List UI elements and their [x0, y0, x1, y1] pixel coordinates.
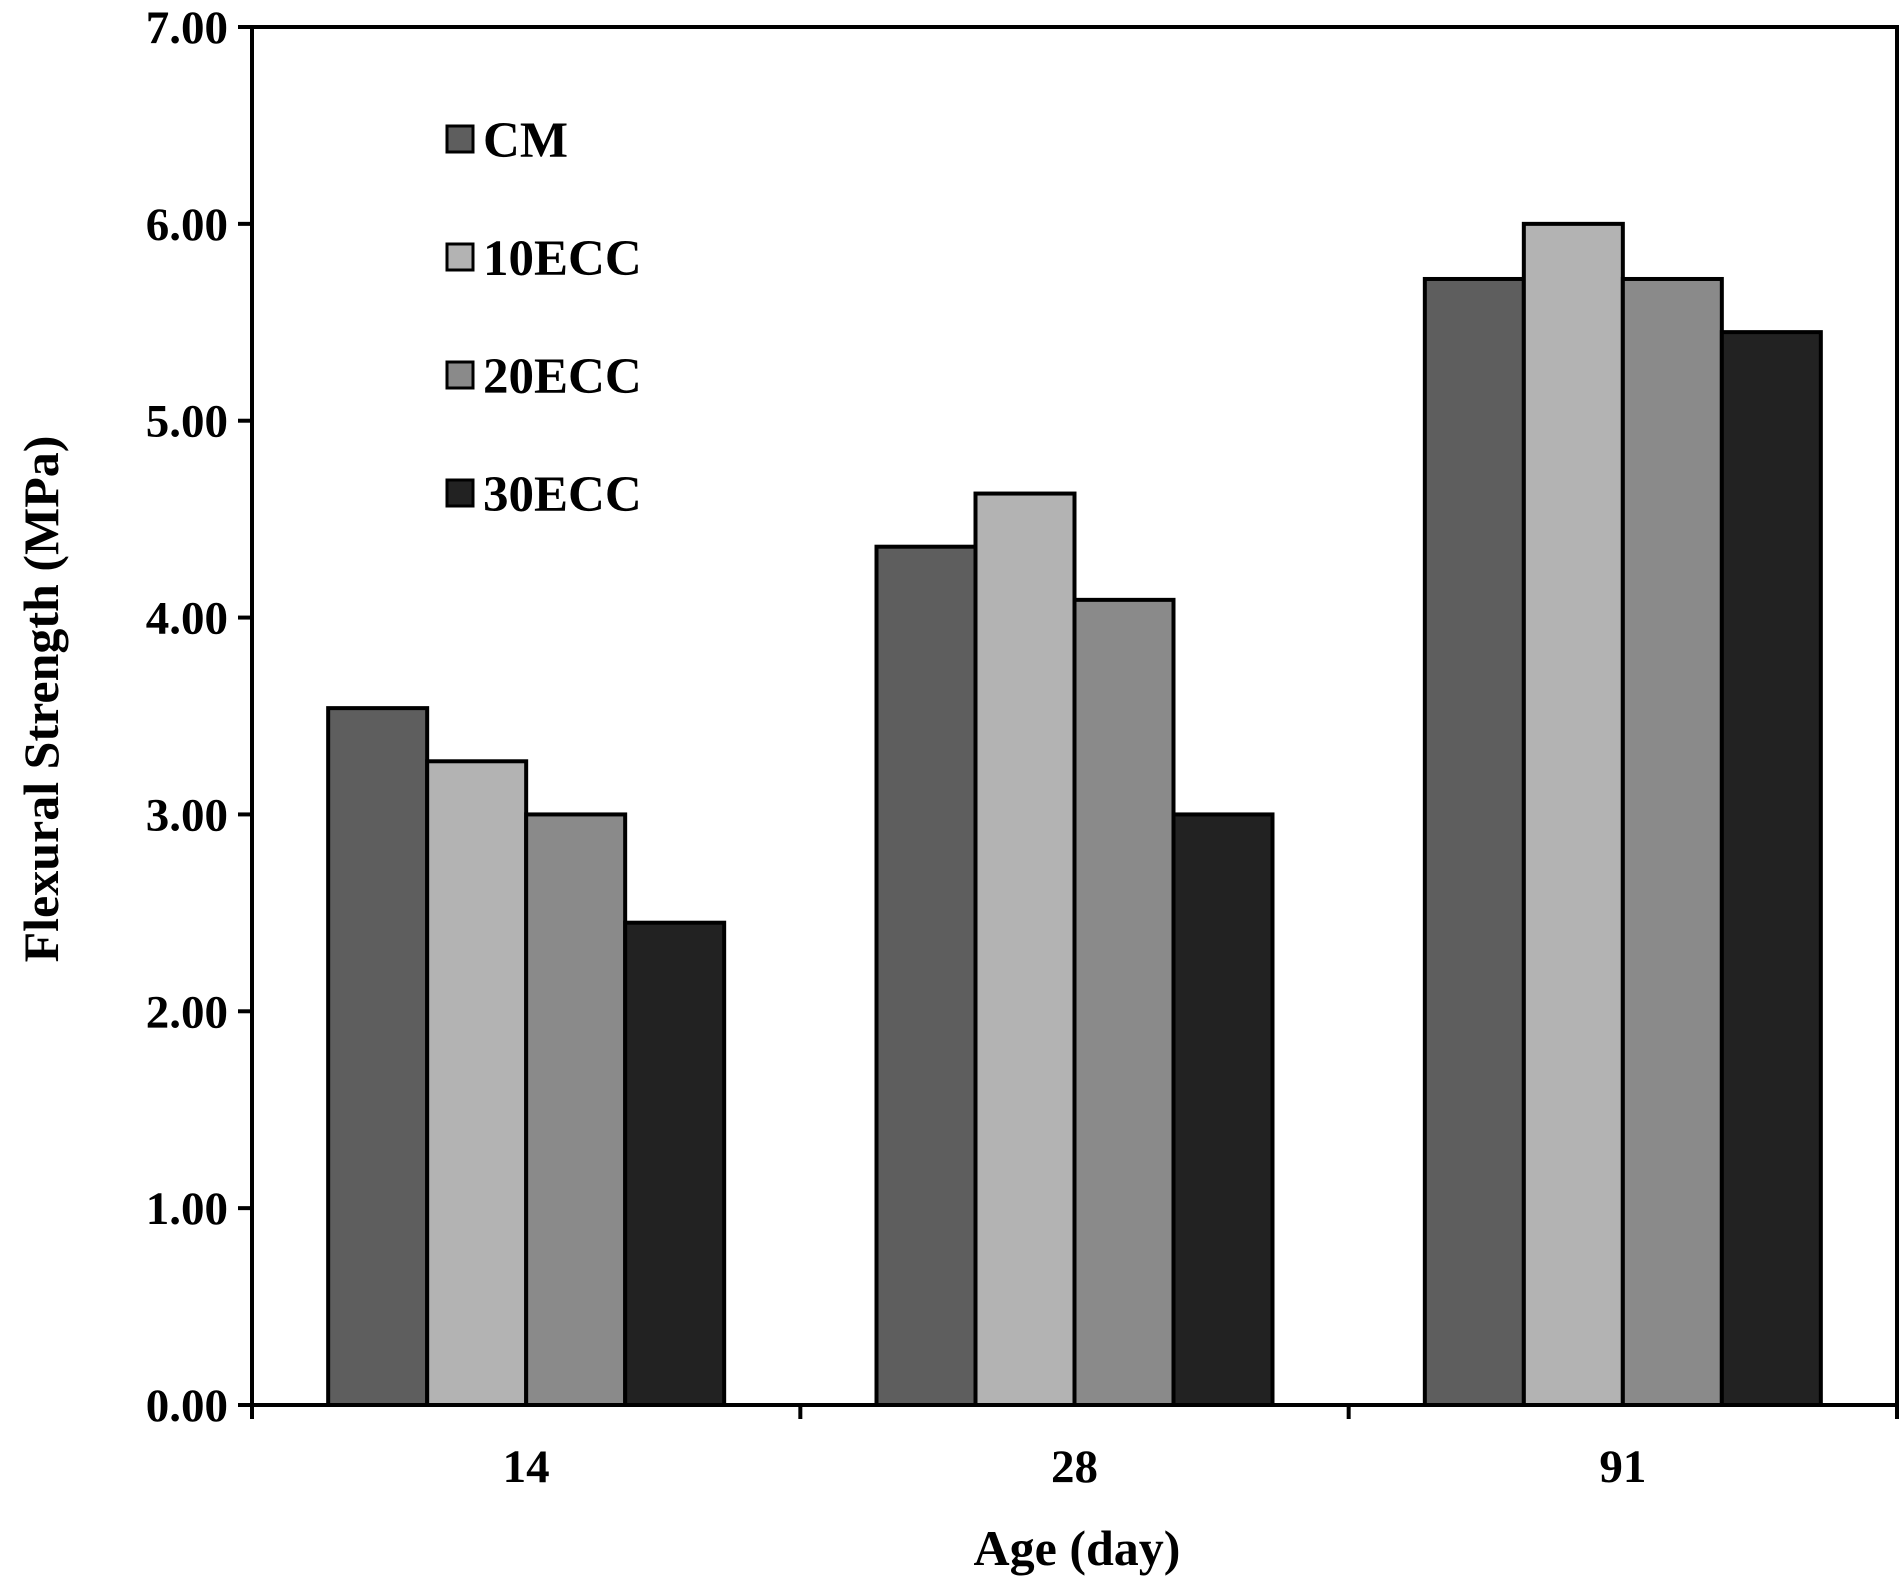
legend-label-10ecc: 10ECC	[483, 231, 642, 287]
bar-10ecc-91	[1521, 221, 1625, 1407]
y-tick-label: 7.00	[146, 2, 228, 54]
bar-cm-28	[874, 544, 978, 1407]
x-tick-label: 28	[1051, 1441, 1098, 1493]
x-axis-label: Age (day)	[974, 1520, 1181, 1576]
bar-30ecc-91	[1719, 330, 1823, 1408]
legend-label-20ecc: 20ECC	[483, 349, 642, 405]
bar-cm-14	[326, 706, 430, 1407]
y-tick-label: 4.00	[146, 593, 228, 645]
y-tick-label: 5.00	[146, 396, 228, 448]
legend-swatch-cm	[445, 124, 475, 154]
bar-30ecc-14	[623, 920, 727, 1407]
y-tick-label: 6.00	[146, 199, 228, 251]
y-tick-label: 3.00	[146, 789, 228, 841]
legend-label-30ecc: 30ECC	[483, 467, 642, 523]
bar-30ecc-28	[1171, 812, 1275, 1407]
y-tick-label: 1.00	[146, 1183, 228, 1235]
bars-group	[326, 221, 1823, 1408]
bar-10ecc-14	[425, 759, 529, 1407]
axes-group: 0.00 1.00 2.00 3.00 4.00 5.00 6.00 7.00 14 28 91	[146, 2, 1899, 1493]
y-tick-label: 0.00	[146, 1380, 228, 1432]
x-tick-label: 91	[1599, 1441, 1646, 1493]
bar-cm-91	[1422, 276, 1526, 1407]
y-tick-label: 2.00	[146, 986, 228, 1038]
bar-10ecc-28	[973, 491, 1077, 1407]
bar-20ecc-91	[1620, 276, 1724, 1407]
legend-label-cm: CM	[483, 113, 568, 169]
legend-swatch-20ecc	[445, 360, 475, 390]
bar-20ecc-14	[524, 812, 628, 1407]
x-tick-label: 14	[503, 1441, 550, 1493]
bar-20ecc-28	[1072, 597, 1176, 1407]
plot-frame	[250, 25, 1899, 1407]
legend-swatch-30ecc	[445, 478, 475, 508]
legend-swatch-10ecc	[445, 242, 475, 272]
y-axis-label: Flexural Strength (MPa)	[13, 436, 69, 963]
legend: CM 10ECC 20ECC 30ECC	[445, 113, 642, 523]
